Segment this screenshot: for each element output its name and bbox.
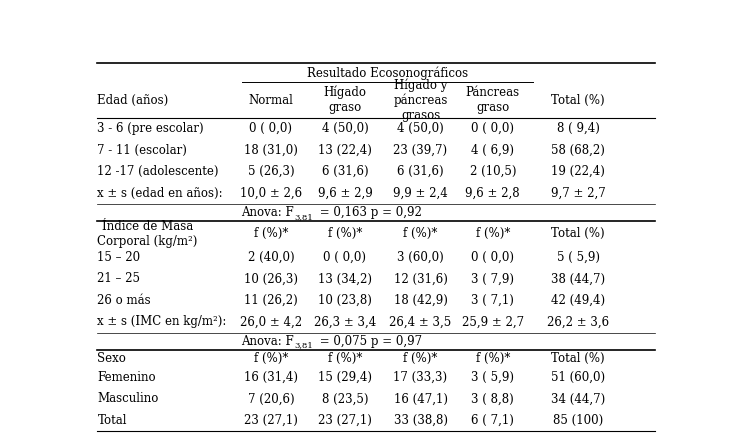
Text: f (%)*: f (%)* bbox=[254, 227, 288, 240]
Text: 33 (38,8): 33 (38,8) bbox=[393, 414, 448, 427]
Text: f (%)*: f (%)* bbox=[327, 352, 362, 365]
Text: 13 (22,4): 13 (22,4) bbox=[318, 144, 372, 157]
Text: 5 ( 5,9): 5 ( 5,9) bbox=[556, 251, 600, 264]
Text: 6 ( 7,1): 6 ( 7,1) bbox=[471, 414, 515, 427]
Text: Total (%): Total (%) bbox=[551, 93, 605, 107]
Text: f (%)*: f (%)* bbox=[476, 227, 510, 240]
Text: 3 - 6 (pre escolar): 3 - 6 (pre escolar) bbox=[98, 122, 204, 135]
Text: 8 (23,5): 8 (23,5) bbox=[321, 392, 368, 405]
Text: 3,81: 3,81 bbox=[294, 213, 313, 221]
Text: 51 (60,0): 51 (60,0) bbox=[551, 371, 605, 384]
Text: 26,4 ± 3,5: 26,4 ± 3,5 bbox=[390, 315, 451, 328]
Text: 7 - 11 (escolar): 7 - 11 (escolar) bbox=[98, 144, 187, 157]
Text: Total (%): Total (%) bbox=[551, 227, 605, 240]
Text: 38 (44,7): 38 (44,7) bbox=[551, 272, 605, 285]
Text: 0 ( 0,0): 0 ( 0,0) bbox=[471, 251, 515, 264]
Text: 15 – 20: 15 – 20 bbox=[98, 251, 141, 264]
Text: 10 (23,8): 10 (23,8) bbox=[318, 294, 372, 307]
Text: 85 (100): 85 (100) bbox=[553, 414, 603, 427]
Text: 7 (20,6): 7 (20,6) bbox=[247, 392, 294, 405]
Text: 26,3 ± 3,4: 26,3 ± 3,4 bbox=[313, 315, 376, 328]
Text: 17 (33,3): 17 (33,3) bbox=[393, 371, 448, 384]
Text: Hígado
graso: Hígado graso bbox=[324, 86, 366, 114]
Text: 3,81: 3,81 bbox=[294, 342, 313, 350]
Text: 25,9 ± 2,7: 25,9 ± 2,7 bbox=[462, 315, 524, 328]
Text: Páncreas
graso: Páncreas graso bbox=[466, 86, 520, 114]
Text: 4 (50,0): 4 (50,0) bbox=[397, 122, 444, 135]
Text: f (%)*: f (%)* bbox=[476, 352, 510, 365]
Text: 26 o más: 26 o más bbox=[98, 294, 151, 307]
Text: 26,2 ± 3,6: 26,2 ± 3,6 bbox=[547, 315, 609, 328]
Text: 18 (31,0): 18 (31,0) bbox=[244, 144, 298, 157]
Text: 3 ( 7,1): 3 ( 7,1) bbox=[471, 294, 515, 307]
Text: 3 ( 7,9): 3 ( 7,9) bbox=[471, 272, 515, 285]
Text: 9,6 ± 2,9: 9,6 ± 2,9 bbox=[318, 187, 372, 200]
Text: x ± s (IMC en kg/m²):: x ± s (IMC en kg/m²): bbox=[98, 315, 227, 328]
Text: 0 ( 0,0): 0 ( 0,0) bbox=[324, 251, 366, 264]
Text: Anova: F: Anova: F bbox=[241, 206, 294, 219]
Text: 11 (26,2): 11 (26,2) bbox=[244, 294, 298, 307]
Text: 9,9 ± 2,4: 9,9 ± 2,4 bbox=[393, 187, 448, 200]
Text: Masculino: Masculino bbox=[98, 392, 159, 405]
Text: 4 ( 6,9): 4 ( 6,9) bbox=[471, 144, 515, 157]
Text: 18 (42,9): 18 (42,9) bbox=[393, 294, 448, 307]
Text: f (%)*: f (%)* bbox=[254, 352, 288, 365]
Text: 42 (49,4): 42 (49,4) bbox=[551, 294, 605, 307]
Text: Edad (años): Edad (años) bbox=[98, 93, 169, 107]
Text: 9,6 ± 2,8: 9,6 ± 2,8 bbox=[465, 187, 520, 200]
Text: Total: Total bbox=[98, 414, 127, 427]
Text: 19 (22,4): 19 (22,4) bbox=[551, 165, 605, 178]
Text: 6 (31,6): 6 (31,6) bbox=[397, 165, 444, 178]
Text: 12 (31,6): 12 (31,6) bbox=[393, 272, 448, 285]
Text: 3 ( 5,9): 3 ( 5,9) bbox=[471, 371, 515, 384]
Text: 23 (27,1): 23 (27,1) bbox=[244, 414, 298, 427]
Text: 15 (29,4): 15 (29,4) bbox=[318, 371, 372, 384]
Text: f (%)*: f (%)* bbox=[404, 227, 437, 240]
Text: 2 (10,5): 2 (10,5) bbox=[470, 165, 516, 178]
Text: 23 (27,1): 23 (27,1) bbox=[318, 414, 372, 427]
Text: 12 -17 (adolescente): 12 -17 (adolescente) bbox=[98, 165, 219, 178]
Text: 10,0 ± 2,6: 10,0 ± 2,6 bbox=[240, 187, 302, 200]
Text: 0 ( 0,0): 0 ( 0,0) bbox=[250, 122, 292, 135]
Text: 5 (26,3): 5 (26,3) bbox=[247, 165, 294, 178]
Text: = 0,075 p = 0,97: = 0,075 p = 0,97 bbox=[316, 334, 423, 348]
Text: 3 (60,0): 3 (60,0) bbox=[397, 251, 444, 264]
Text: 6 (31,6): 6 (31,6) bbox=[321, 165, 368, 178]
Text: Sexo: Sexo bbox=[98, 352, 126, 365]
Text: 10 (26,3): 10 (26,3) bbox=[244, 272, 298, 285]
Text: Hígado y
páncreas
grasos: Hígado y páncreas grasos bbox=[393, 78, 448, 122]
Text: 16 (31,4): 16 (31,4) bbox=[244, 371, 298, 384]
Text: Femenino: Femenino bbox=[98, 371, 156, 384]
Text: 4 (50,0): 4 (50,0) bbox=[321, 122, 368, 135]
Text: f (%)*: f (%)* bbox=[404, 352, 437, 365]
Text: 58 (68,2): 58 (68,2) bbox=[551, 144, 605, 157]
Text: 23 (39,7): 23 (39,7) bbox=[393, 144, 448, 157]
Text: Índice de Masa
Corporal (kg/m²): Índice de Masa Corporal (kg/m²) bbox=[98, 220, 198, 248]
Text: Total (%): Total (%) bbox=[551, 352, 605, 365]
Text: Normal: Normal bbox=[249, 93, 294, 107]
Text: 0 ( 0,0): 0 ( 0,0) bbox=[471, 122, 515, 135]
Text: f (%)*: f (%)* bbox=[327, 227, 362, 240]
Text: 9,7 ± 2,7: 9,7 ± 2,7 bbox=[550, 187, 606, 200]
Text: 2 (40,0): 2 (40,0) bbox=[247, 251, 294, 264]
Text: 8 ( 9,4): 8 ( 9,4) bbox=[556, 122, 600, 135]
Text: = 0,163 p = 0,92: = 0,163 p = 0,92 bbox=[316, 206, 422, 219]
Text: Resultado Ecosonográficos: Resultado Ecosonográficos bbox=[307, 66, 468, 80]
Text: 26,0 ± 4,2: 26,0 ± 4,2 bbox=[240, 315, 302, 328]
Text: 16 (47,1): 16 (47,1) bbox=[393, 392, 448, 405]
Text: 21 – 25: 21 – 25 bbox=[98, 272, 140, 285]
Text: Anova: F: Anova: F bbox=[241, 334, 294, 348]
Text: 13 (34,2): 13 (34,2) bbox=[318, 272, 372, 285]
Text: 34 (44,7): 34 (44,7) bbox=[551, 392, 606, 405]
Text: x ± s (edad en años):: x ± s (edad en años): bbox=[98, 187, 223, 200]
Text: 3 ( 8,8): 3 ( 8,8) bbox=[471, 392, 514, 405]
